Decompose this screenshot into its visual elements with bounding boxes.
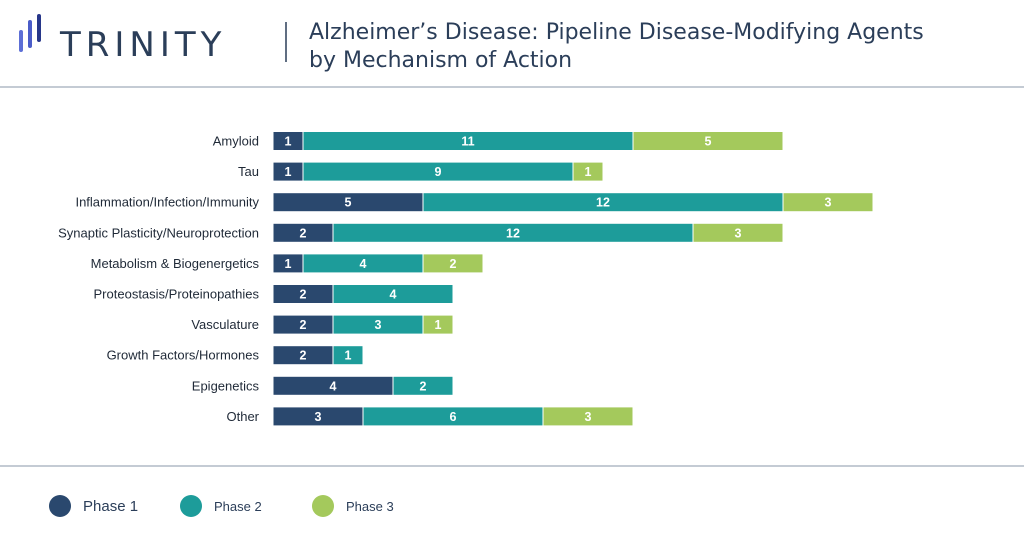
data-label: 3	[735, 226, 742, 240]
bar-segment	[632, 131, 784, 151]
bar-segment	[692, 222, 784, 243]
data-label: 5	[705, 135, 712, 149]
category-label: Tau	[238, 164, 259, 179]
data-label: 3	[825, 196, 832, 210]
data-label: 4	[360, 257, 367, 271]
category-label: Epigenetics	[192, 378, 260, 393]
category-label: Vasculature	[191, 317, 259, 332]
data-label: 12	[506, 226, 520, 240]
data-label: 6	[450, 410, 457, 424]
category-label: Amyloid	[213, 134, 259, 149]
data-label: 1	[285, 165, 292, 179]
bar-segment	[422, 314, 454, 335]
data-label: 2	[450, 257, 457, 271]
bar-segment	[392, 375, 454, 396]
data-label: 2	[300, 318, 307, 332]
trinity-logo-icon	[19, 14, 41, 52]
data-label: 12	[596, 196, 610, 210]
data-label: 1	[585, 165, 592, 179]
data-label: 3	[375, 318, 382, 332]
data-label: 3	[315, 410, 322, 424]
data-label: 5	[345, 196, 352, 210]
legend: Phase 1 Phase 2 Phase 3	[49, 495, 394, 517]
data-label: 4	[330, 379, 337, 393]
data-label: 1	[285, 135, 292, 149]
bar-segment	[782, 192, 874, 213]
legend-label: Phase 3	[346, 499, 394, 514]
data-label: 4	[390, 288, 397, 302]
brand-name: TRINITY	[59, 25, 226, 65]
data-label: 9	[435, 165, 442, 179]
bar-segment	[332, 284, 454, 304]
data-label: 1	[285, 257, 292, 271]
data-label: 1	[345, 349, 352, 363]
data-label: 2	[300, 288, 307, 302]
data-label: 2	[300, 349, 307, 363]
category-label: Other	[226, 409, 259, 424]
category-label: Synaptic Plasticity/Neuroprotection	[58, 225, 259, 240]
bar-segment	[572, 161, 604, 182]
category-label: Proteostasis/Proteinopathies	[94, 287, 260, 302]
data-label: 1	[435, 318, 442, 332]
data-label: 2	[420, 379, 427, 393]
category-label: Metabolism & Biogenergetics	[91, 256, 260, 271]
legend-swatch	[49, 495, 71, 517]
bar-segment	[542, 406, 634, 427]
chart-title-line-2: by Mechanism of Action	[309, 48, 572, 73]
category-label: Growth Factors/Hormones	[107, 348, 260, 363]
category-label: Inflammation/Infection/Immunity	[75, 195, 259, 210]
bar-segment	[422, 253, 484, 274]
chart-title-line-1: Alzheimer’s Disease: Pipeline Disease-Mo…	[309, 20, 924, 45]
data-label: 3	[585, 410, 592, 424]
legend-swatch	[312, 495, 334, 517]
data-label: 11	[461, 135, 474, 149]
legend-label: Phase 2	[214, 499, 262, 514]
legend-swatch	[180, 495, 202, 517]
bar-segment	[332, 345, 364, 366]
data-label: 2	[300, 226, 307, 240]
header: TRINITY Alzheimer’s Disease: Pipeline Di…	[19, 14, 924, 73]
legend-label: Phase 1	[83, 498, 138, 515]
